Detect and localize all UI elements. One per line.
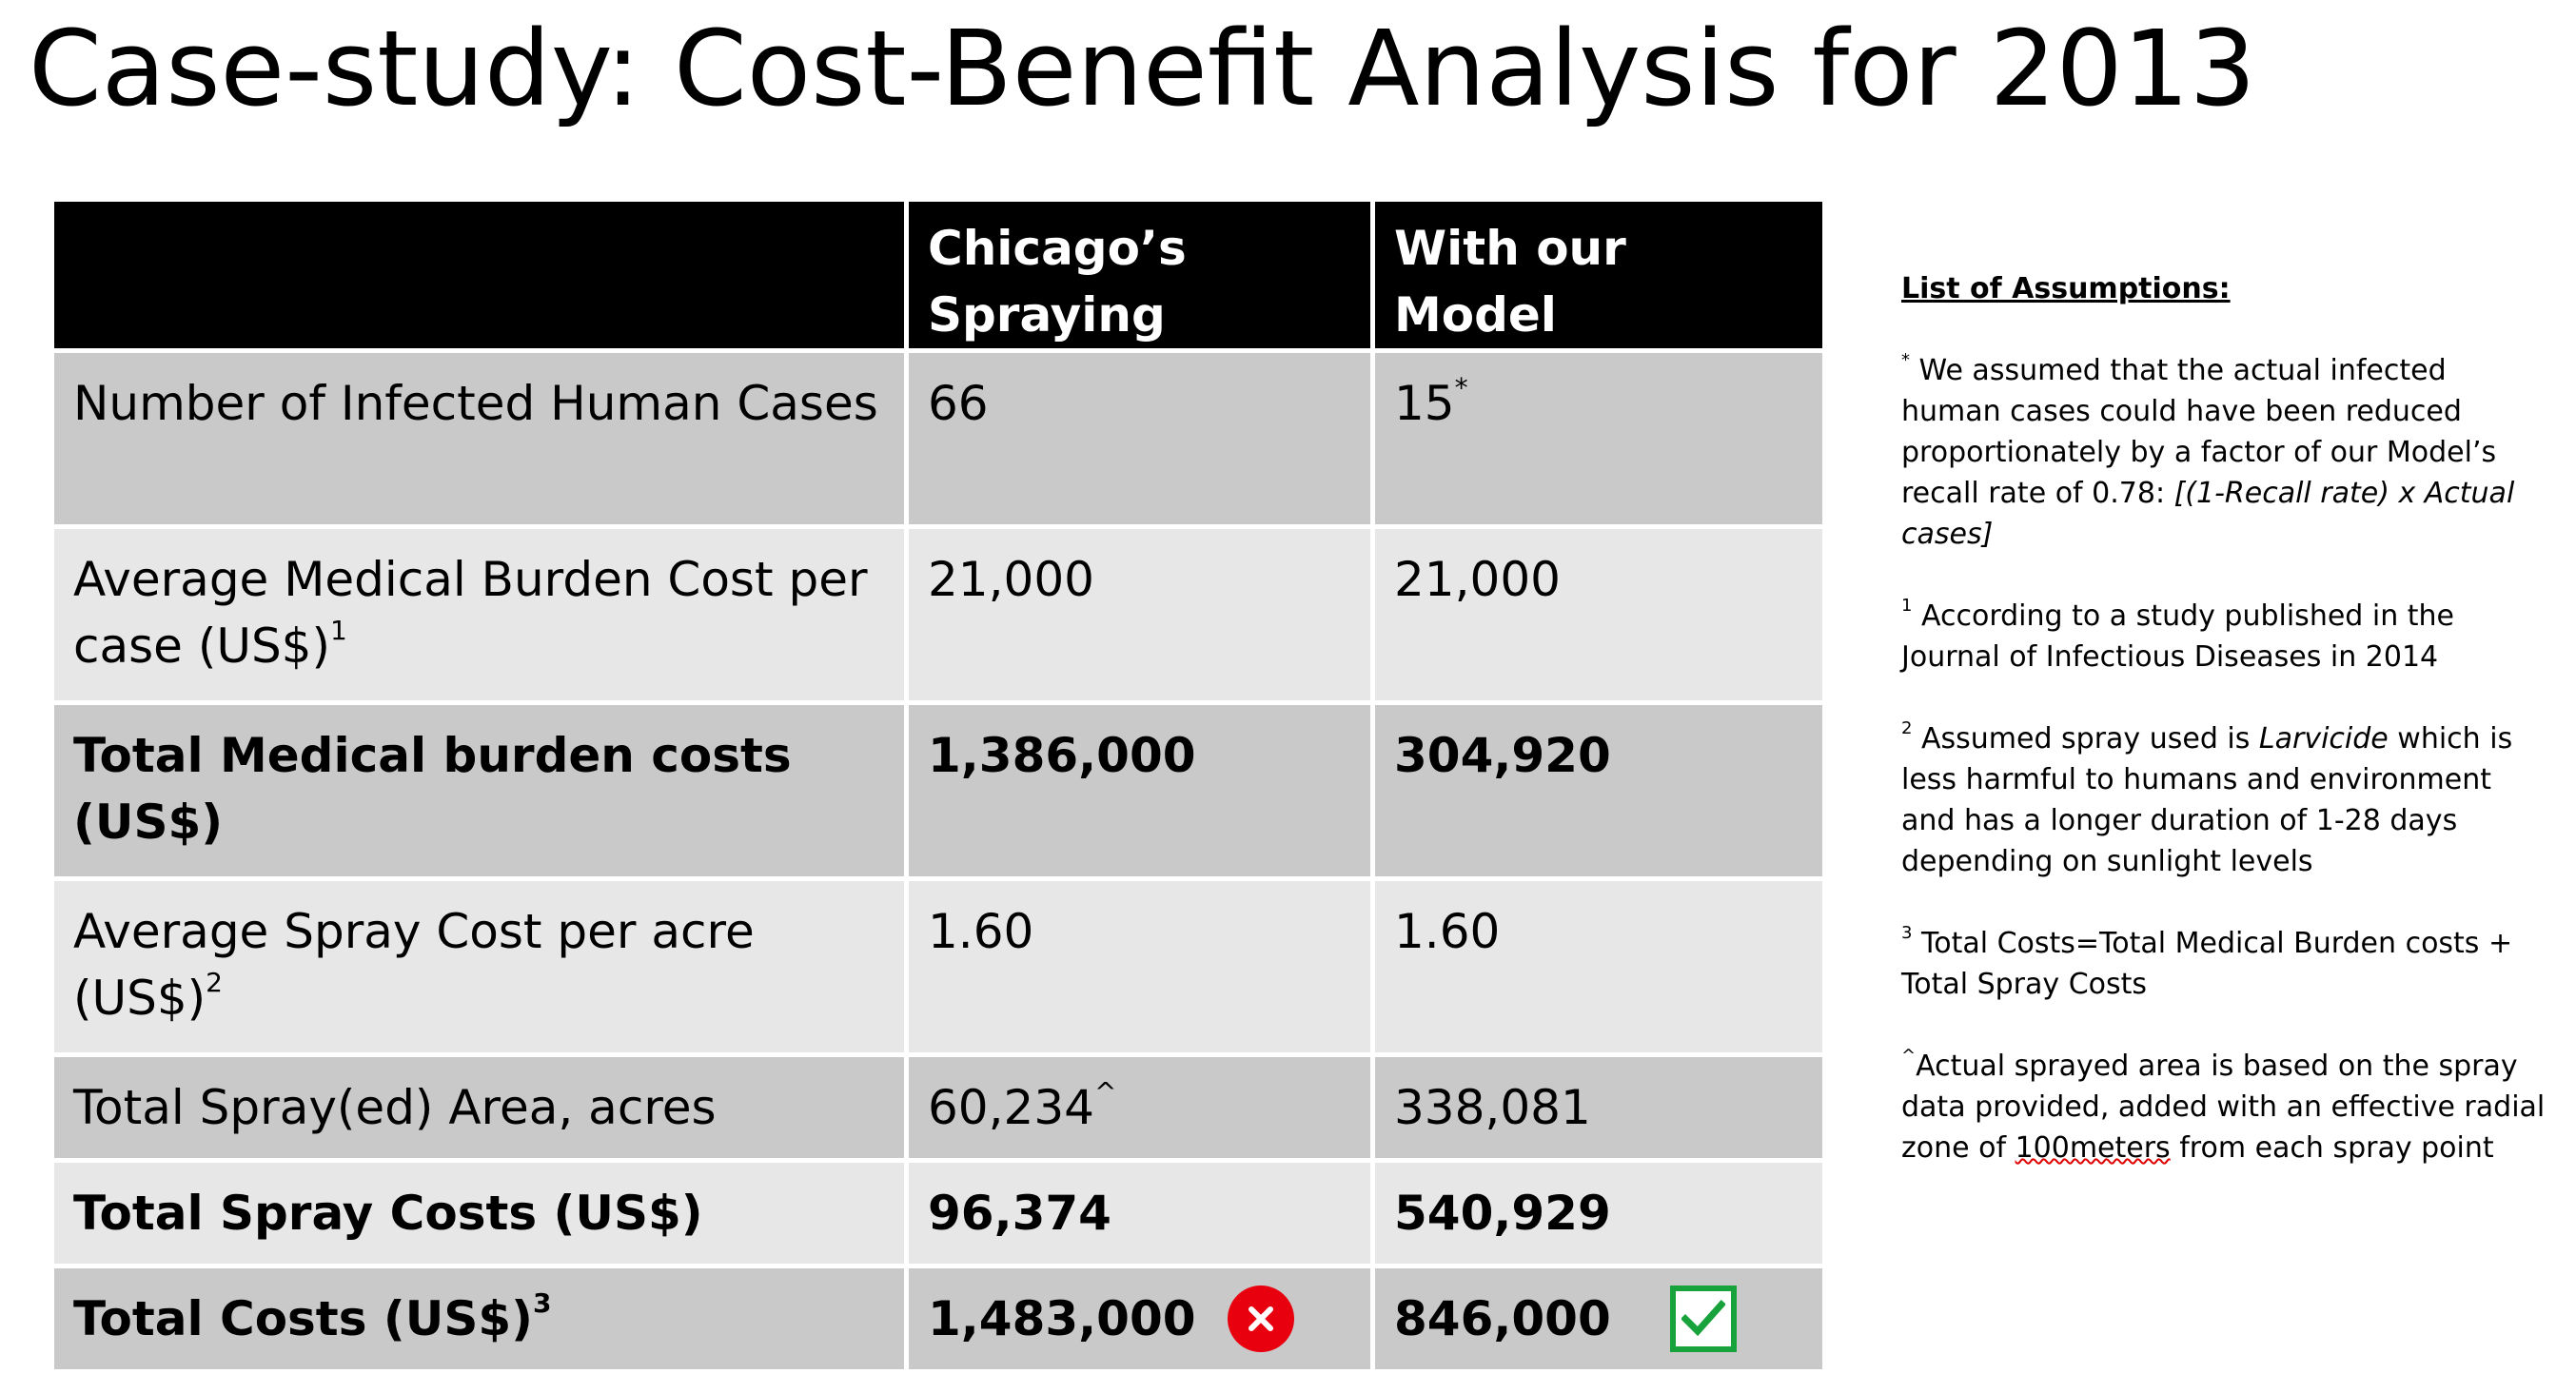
assumptions-heading: List of Assumptions: (1901, 272, 2231, 305)
assumption-item: 1 According to a study published in the … (1901, 596, 2454, 675)
table-header-row: Chicago’s Spraying With our Model (54, 202, 1822, 353)
assumptions-panel: List of Assumptions: * We assumed that t… (1901, 268, 2548, 1209)
chicago-value: 60,234^ (909, 1057, 1375, 1163)
chicago-value: 66 (909, 353, 1375, 529)
table-row: Total Spray(ed) Area, acres 60,234^ 338,… (54, 1057, 1822, 1163)
table-row: Total Medical burden costs (US$) 1,386,0… (54, 705, 1822, 881)
page-title: Case-study: Cost-Benefit Analysis for 20… (29, 8, 2256, 129)
row-label: Average Spray Cost per acre (US$)2 (54, 881, 909, 1057)
model-value: 21,000 (1375, 529, 1822, 705)
table-row: Average Medical Burden Cost per case (US… (54, 529, 1822, 705)
table-row: Number of Infected Human Cases 66 15* (54, 353, 1822, 529)
chicago-value: 1,483,000 (909, 1268, 1375, 1374)
row-label: Total Medical burden costs (US$) (54, 705, 909, 881)
model-value: 846,000 (1375, 1268, 1822, 1374)
checkbox-checked-icon (1670, 1286, 1737, 1352)
header-empty-cell (54, 202, 909, 353)
model-value: 338,081 (1375, 1057, 1822, 1163)
header-chicago: Chicago’s Spraying (909, 202, 1375, 353)
table-row: Total Spray Costs (US$) 96,374 540,929 (54, 1163, 1822, 1268)
model-value: 15* (1375, 353, 1822, 529)
row-label: Total Costs (US$)3 (54, 1268, 909, 1374)
chicago-value: 1,386,000 (909, 705, 1375, 881)
model-value: 540,929 (1375, 1163, 1822, 1268)
model-value: 304,920 (1375, 705, 1822, 881)
chicago-value: 1.60 (909, 881, 1375, 1057)
assumption-item: * We assumed that the actual infected hu… (1901, 350, 2515, 552)
chicago-value: 96,374 (909, 1163, 1375, 1268)
cost-benefit-table: Chicago’s Spraying With our Model Number… (54, 202, 1822, 1374)
x-circle-icon (1228, 1286, 1294, 1352)
row-label: Total Spray Costs (US$) (54, 1163, 909, 1268)
table-row: Average Spray Cost per acre (US$)2 1.60 … (54, 881, 1822, 1057)
header-model: With our Model (1375, 202, 1822, 353)
row-label: Total Spray(ed) Area, acres (54, 1057, 909, 1163)
row-label: Number of Infected Human Cases (54, 353, 909, 529)
model-value: 1.60 (1375, 881, 1822, 1057)
assumption-item: 2 Assumed spray used is Larvicide which … (1901, 718, 2513, 879)
assumption-item: ^Actual sprayed area is based on the spr… (1901, 1046, 2546, 1166)
row-label: Average Medical Burden Cost per case (US… (54, 529, 909, 705)
table-row-total: Total Costs (US$)3 1,483,000 846,000 (54, 1268, 1822, 1374)
chicago-value: 21,000 (909, 529, 1375, 705)
assumption-item: 3 Total Costs=Total Medical Burden costs… (1901, 923, 2513, 1002)
